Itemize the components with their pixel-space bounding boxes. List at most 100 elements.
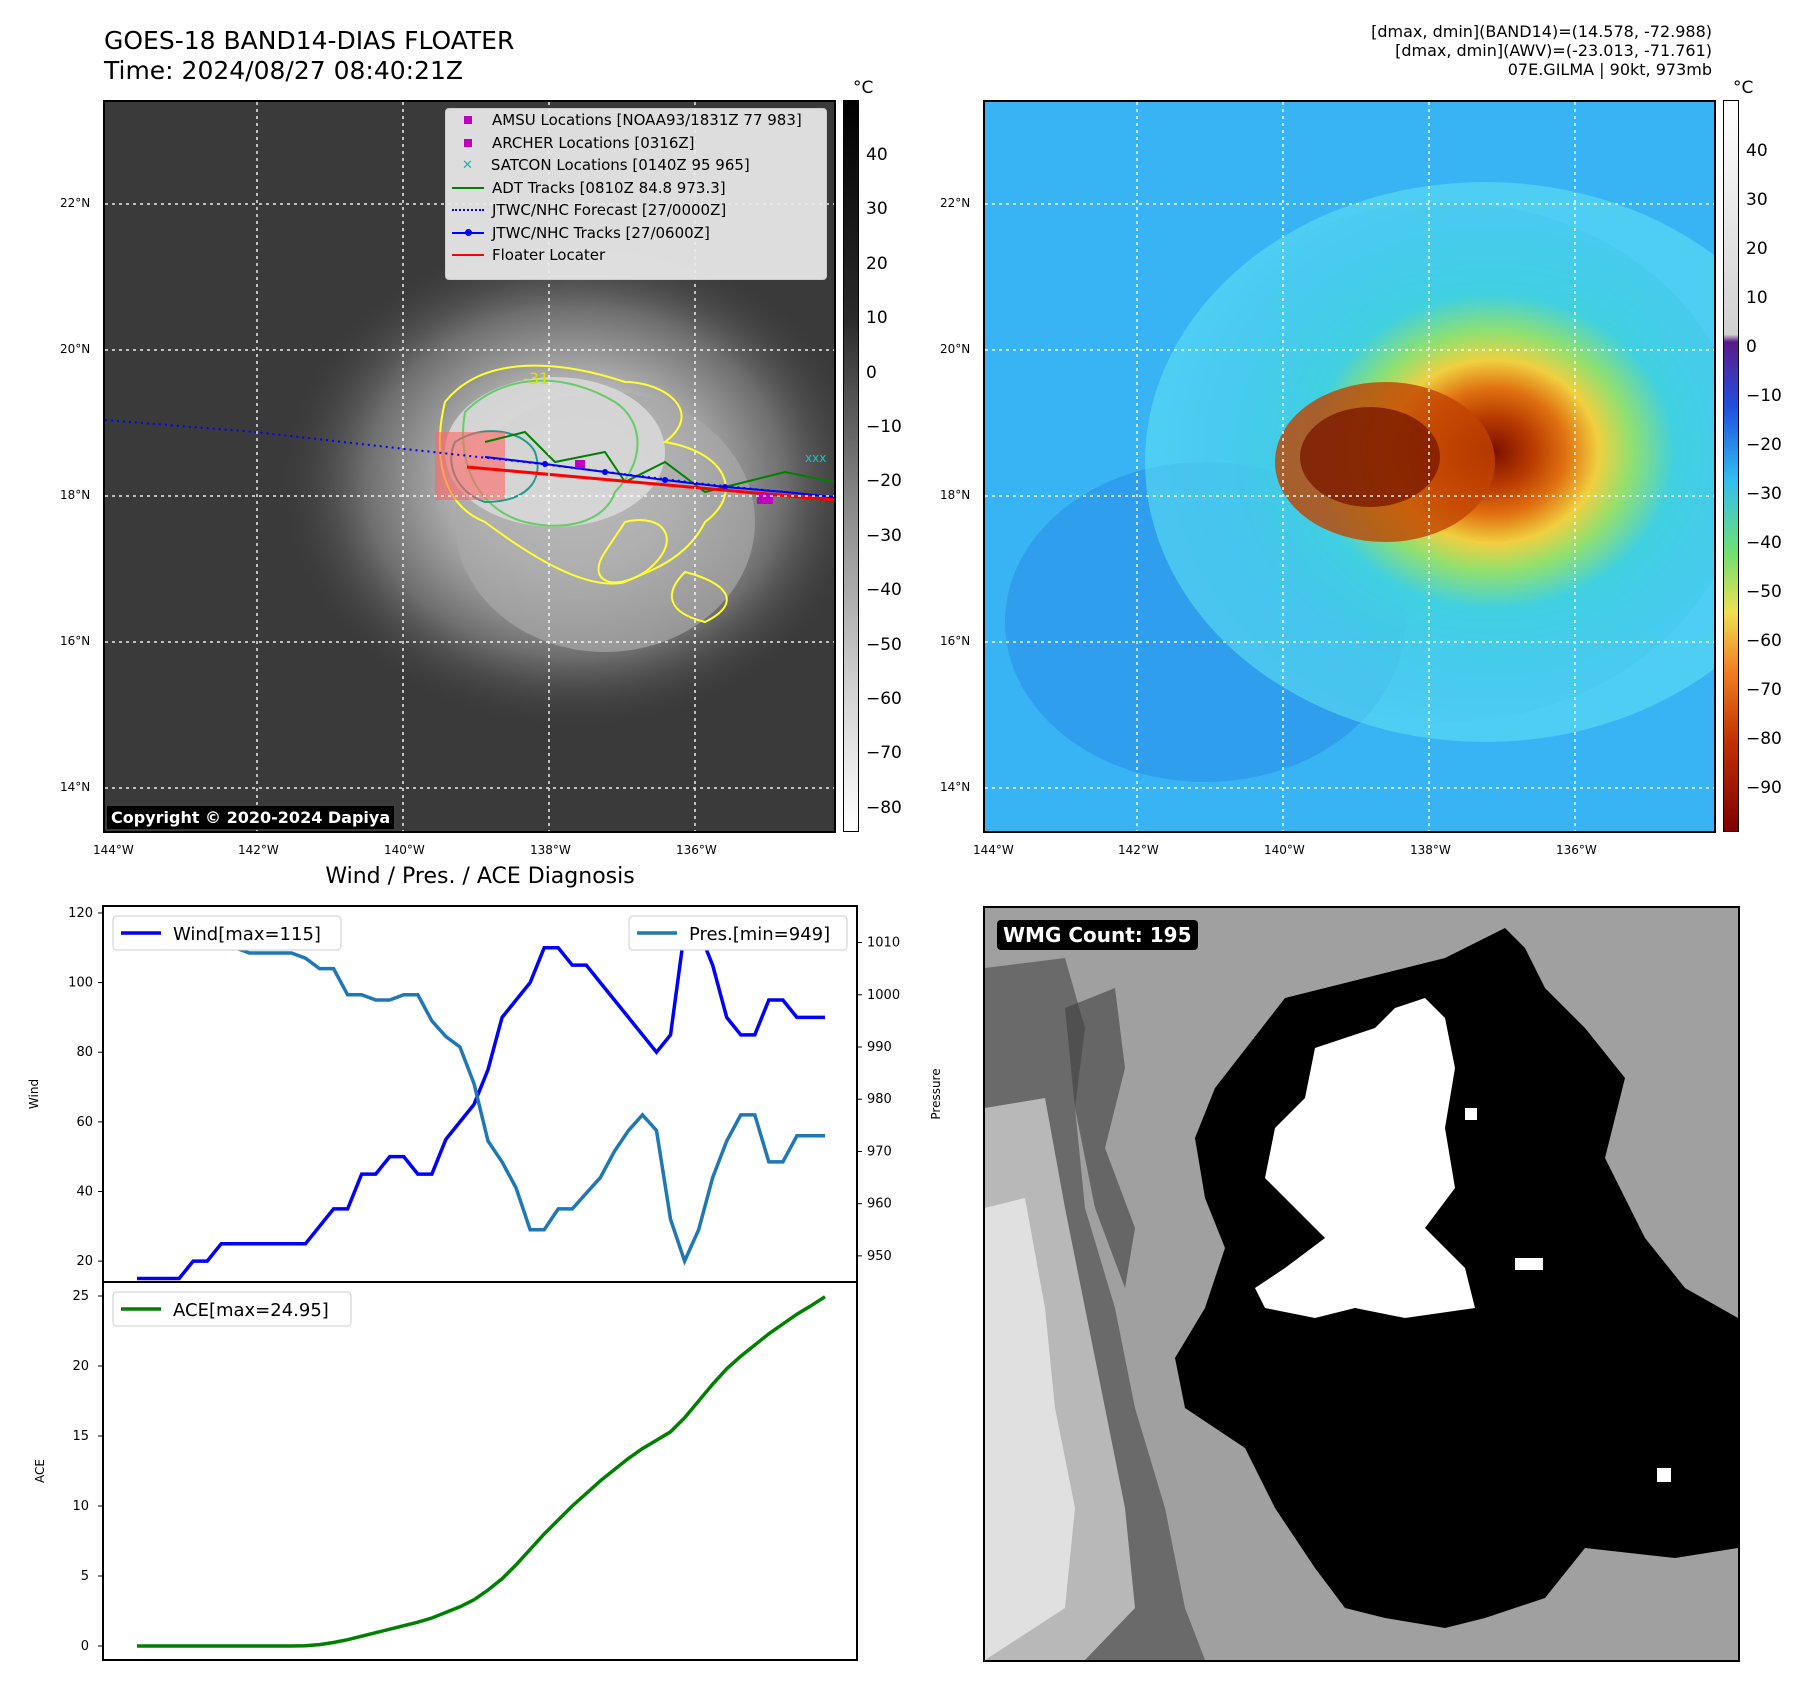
colorbar-tick-label: 10 [866,308,888,329]
y-tick-label: 20 [76,1254,93,1269]
colorbar-tick-label: 40 [1746,141,1768,161]
colorbar-tick-label: −70 [1746,680,1782,700]
pressure-axis-label: Pressure [929,1068,943,1119]
lon-label: 142°W [1118,843,1159,857]
colorbar-tick-label: −10 [1746,386,1782,406]
colorbar-tick-label: −50 [1746,582,1782,602]
ace-tick-label: 25 [72,1289,89,1304]
lon-label: 136°W [676,843,717,857]
lat-label: 14°N [60,780,91,794]
lon-label: 140°W [1264,843,1305,857]
ace-tick-label: 15 [72,1429,89,1444]
y2-tick-label: 960 [867,1197,892,1212]
ace-frame [102,1281,858,1661]
left-colorbar [843,100,859,832]
right-colorbar-unit: °C [1733,78,1754,98]
colorbar-tick-label: 0 [866,362,877,383]
colorbar-tick-label: −90 [1746,778,1782,798]
storm-info: [dmax, dmin](BAND14)=(14.578, -72.988) [… [1371,22,1712,79]
series-line-pressure [135,915,825,1266]
band14-range: [dmax, dmin](BAND14)=(14.578, -72.988) [1371,22,1712,41]
y-tick-label: 120 [68,906,93,921]
colorbar-tick-label: −30 [866,525,902,546]
legend-item-nhc: JTWC/NHC Tracks [27/0600Z] [446,222,826,245]
ace-axis-label: ACE [33,1459,47,1483]
left-colorbar-unit: °C [853,78,874,98]
lat-label: 20°N [940,342,971,356]
title-product: GOES-18 BAND14-DIAS FLOATER [104,26,515,55]
legend-ace-label: ACE[max=24.95] [173,1300,329,1321]
lat-label: 22°N [60,196,91,210]
storm-id: 07E.GILMA | 90kt, 973mb [1507,60,1712,79]
svg-text:xxx: xxx [805,451,826,465]
legend-pressure [628,915,848,951]
lon-label: 136°W [1556,843,1597,857]
colorbar-tick-label: −80 [866,797,902,818]
lon-label: 138°W [530,843,571,857]
lat-label: 16°N [940,634,971,648]
ace-tick-label: 5 [81,1569,89,1584]
y-tick-label: 100 [68,976,93,991]
ir-contour-yellow [438,364,727,585]
legend-ace [112,1291,352,1327]
y2-tick-label: 950 [867,1249,892,1264]
wmg-white-region [1255,998,1475,1318]
wind-axis-label: Wind [27,1079,41,1109]
colorbar-tick-label: 30 [866,199,888,220]
colorbar-tick-label: 20 [1746,239,1768,259]
wmg-count-label: WMG Count: 195 [997,920,1198,950]
adt-track [484,430,834,494]
title-time: Time: 2024/08/27 08:40:21Z [104,56,463,85]
legend-wind-label: Wind[max=115] [173,924,321,945]
colorbar-tick-label: −60 [1746,631,1782,651]
colorbar-tick-label: −50 [866,634,902,655]
y-tick-label: 40 [76,1184,93,1199]
lon-label: 144°W [973,843,1014,857]
ir-map-panel: -31 xxx AMSU Locations [NOAA93/1831Z 77 … [103,100,836,833]
colorbar-tick-label: −10 [866,417,902,437]
ace-tick-label: 0 [81,1639,89,1654]
ace-tick-label: 10 [72,1499,89,1514]
copyright: Copyright © 2020-2024 Dapiya [107,806,395,829]
colorbar-tick-label: 20 [866,253,888,274]
colorbar-tick-label: 40 [866,145,888,165]
series-line-wind [137,928,825,1281]
awv-range: [dmax, dmin](AWV)=(-23.013, -71.761) [1395,41,1712,60]
lon-label: 144°W [93,843,134,857]
colorbar-tick-label: −60 [866,689,902,709]
colorbar-tick-label: 0 [1746,337,1757,357]
diagnosis-chart: 1201008060402010101000990980970960950Win… [27,905,943,1661]
awv-map-gridlines [985,102,1714,831]
colorbar-tick-label: −40 [866,580,902,601]
legend-item-forecast: JTWC/NHC Forecast [27/0000Z] [446,199,826,222]
series-line-ace [137,1295,826,1648]
y2-tick-label: 970 [867,1144,892,1159]
y-tick-label: 60 [76,1115,93,1130]
colorbar-tick-label: −40 [1746,533,1782,553]
legend-wind [112,915,342,951]
legend-item-satcon: ✕ SATCON Locations [0140Z 95 965] [462,156,750,175]
legend-item-amsu: AMSU Locations [NOAA93/1831Z 77 983] [446,109,826,132]
colorbar-tick-label: −20 [866,471,902,492]
y2-tick-label: 990 [867,1040,892,1055]
awv-map [985,102,1714,831]
lat-label: 16°N [60,634,91,648]
y2-tick-label: 1000 [867,988,900,1003]
wmg-map [985,908,1738,1660]
legend-item-archer: ARCHER Locations [0316Z] [446,132,826,155]
chart-title: GOES-18 BAND14-DIAS FLOATER Time: 2024/0… [104,26,514,86]
colorbar-tick-label: −20 [1746,435,1782,455]
lat-label: 14°N [940,780,971,794]
colorbar-tick-label: −70 [866,743,902,764]
wmg-panel: WMG Count: 195 [983,906,1740,1662]
lat-label: 20°N [60,342,91,356]
y2-tick-label: 980 [867,1092,892,1107]
ace-tick-label: 20 [72,1359,89,1374]
colorbar-tick-label: 10 [1746,288,1768,308]
legend-item-floater: Floater Locater [446,244,826,267]
legend-pressure-label: Pres.[min=949] [689,924,830,945]
lat-label: 18°N [940,488,971,502]
diagnosis-title: Wind / Pres. / ACE Diagnosis [325,864,635,889]
lon-label: 138°W [1410,843,1451,857]
colorbar-tick-label: −30 [1746,484,1782,504]
